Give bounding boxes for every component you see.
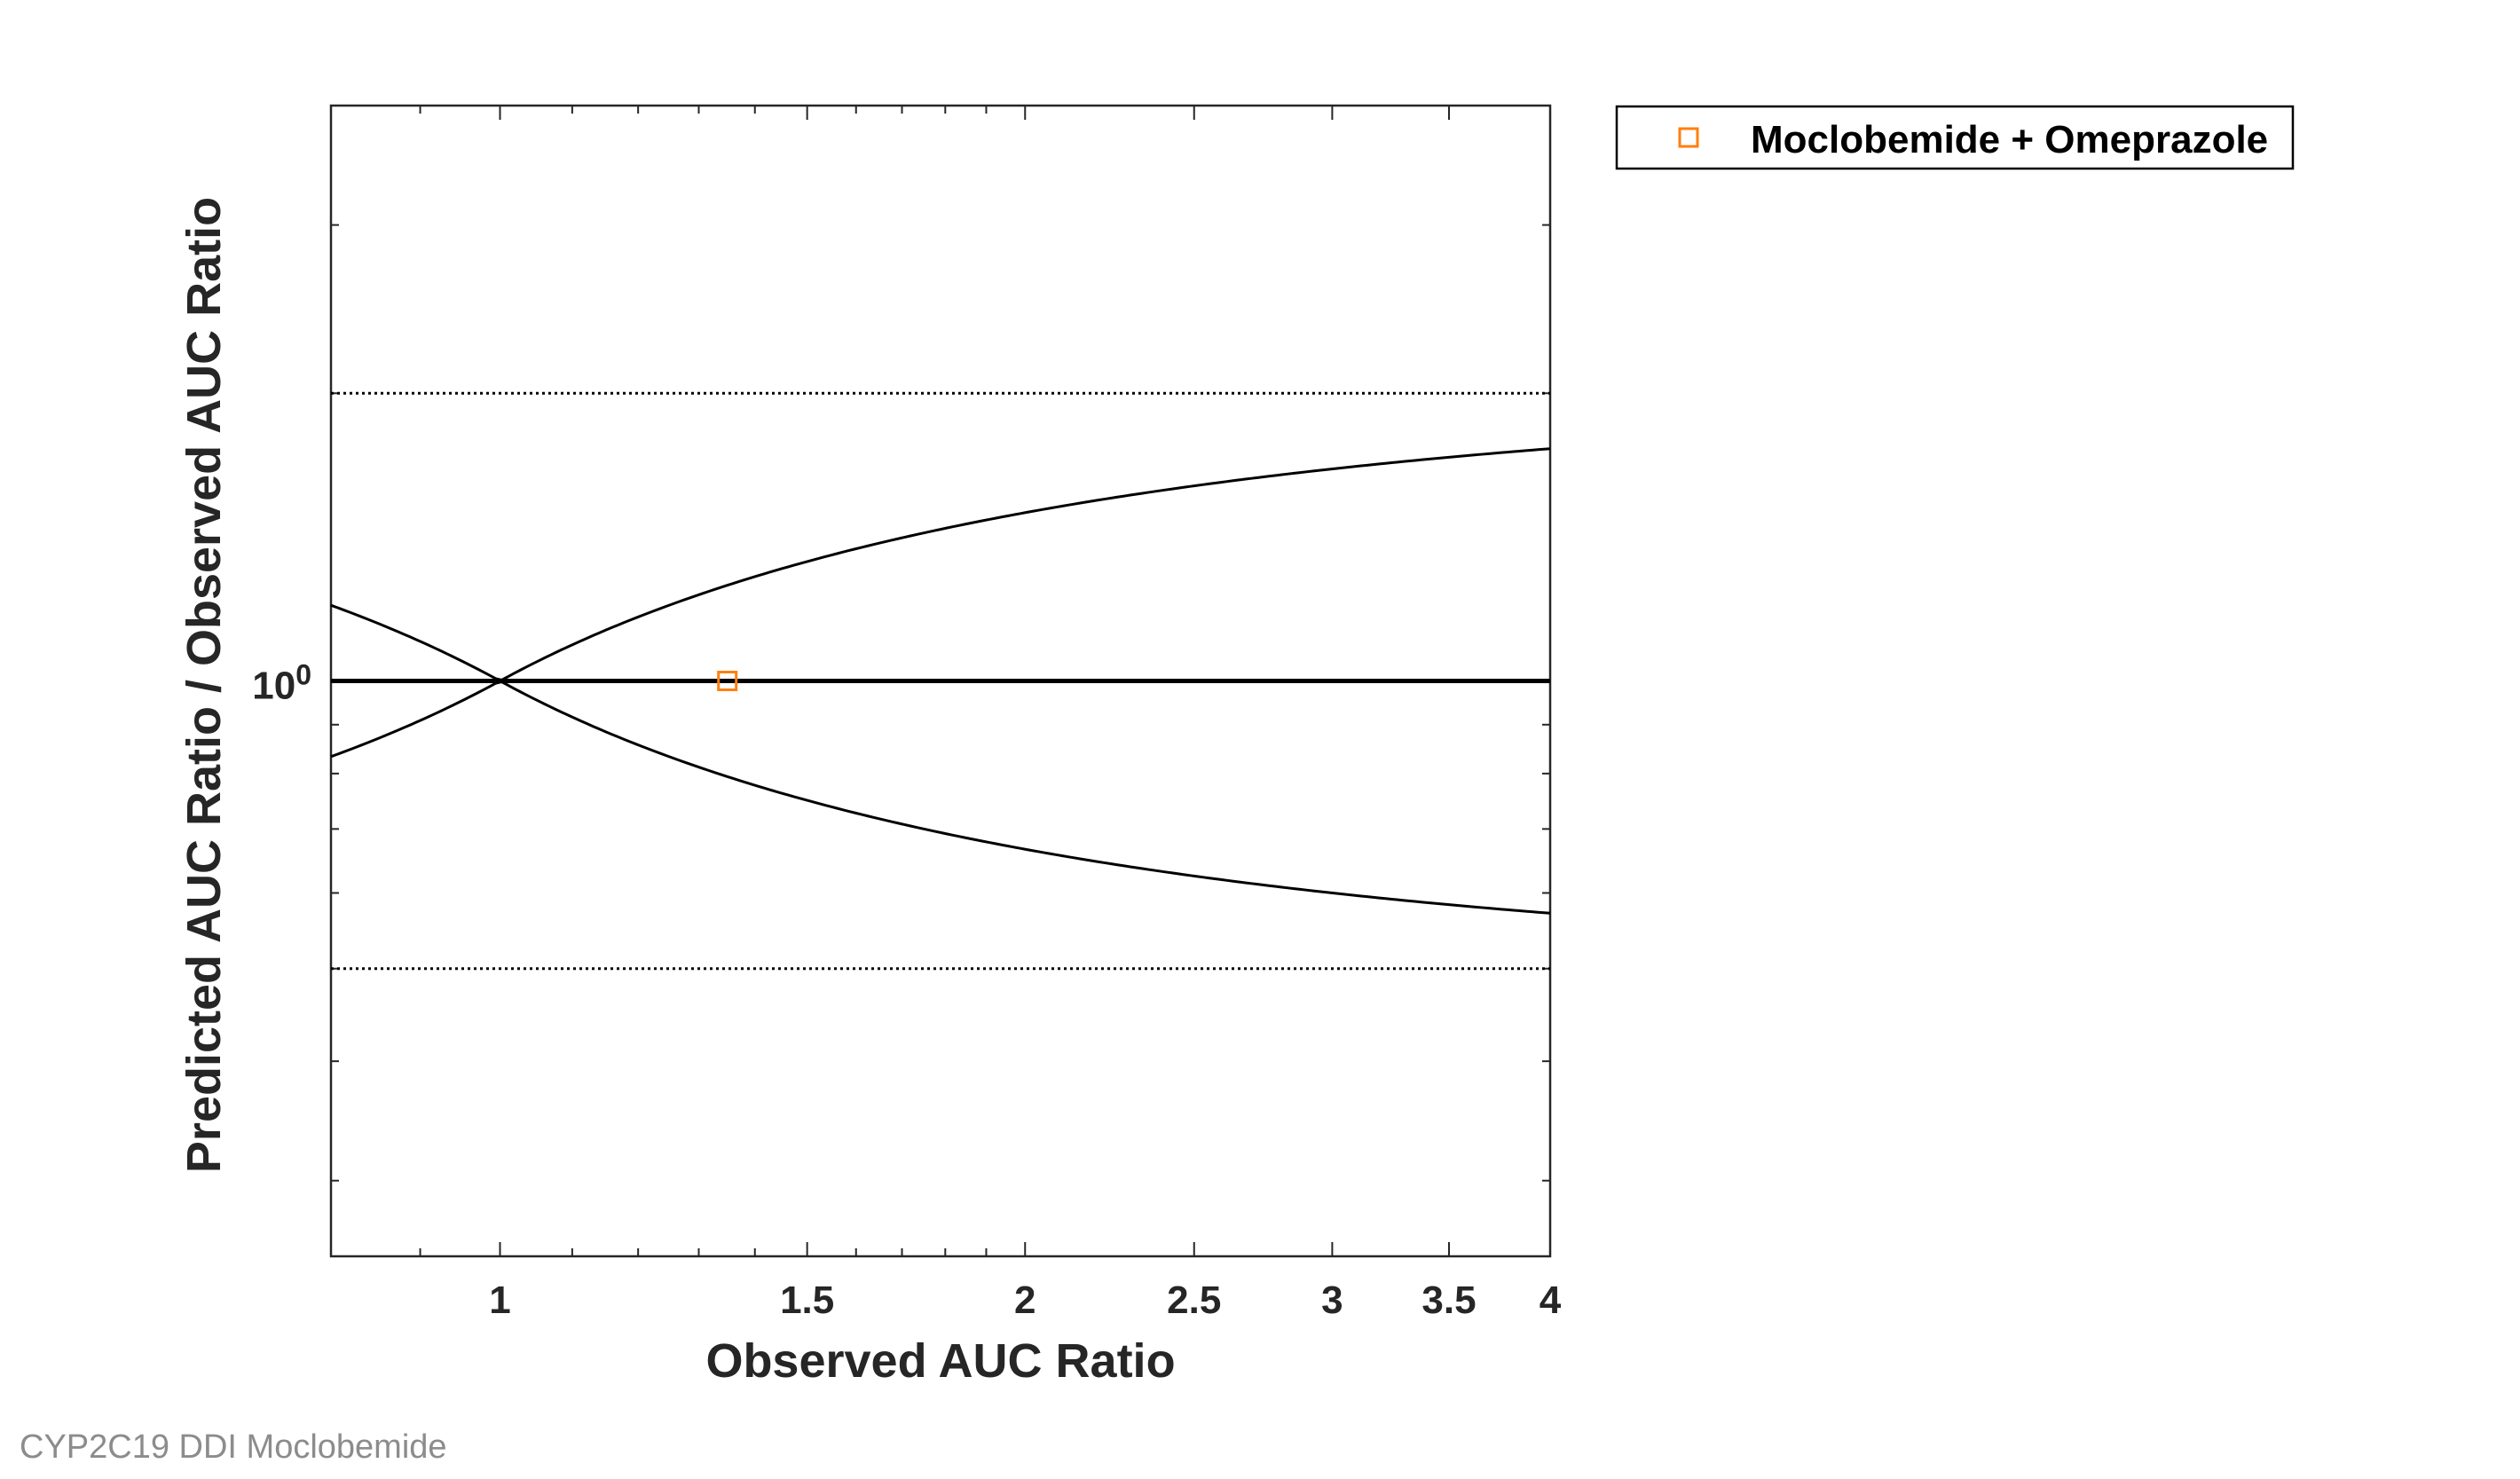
y-axis-label: Predicted AUC Ratio / Observed AUC Ratio <box>177 197 231 1173</box>
x-axis-label: Observed AUC Ratio <box>705 1334 1175 1388</box>
guest-upper-limit-curve <box>330 447 1551 682</box>
data-points <box>717 671 738 691</box>
data-point-square <box>717 671 738 691</box>
x-tick-labels: 1 1.5 2 2.5 3 3.5 4 <box>489 1278 1561 1322</box>
x-tick-label: 2.5 <box>1167 1278 1221 1322</box>
y-tick-labels: 100 <box>252 659 311 708</box>
x-tick-label: 3 <box>1321 1278 1343 1322</box>
axis-ticks <box>330 106 1551 1256</box>
legend-box <box>1615 105 2295 170</box>
legend-entry-label: Moclobemide + Omeprazole <box>1751 118 2268 161</box>
legend-marker-square <box>1678 127 1699 148</box>
x-tick-label: 2 <box>1014 1278 1036 1322</box>
legend: Moclobemide + Omeprazole <box>1615 105 2295 170</box>
guest-lower-limit-curve <box>330 680 1551 915</box>
footer-caption: CYP2C19 DDI Moclobemide <box>20 1428 447 1466</box>
x-tick-label: 1 <box>489 1278 510 1322</box>
x-tick-label: 4 <box>1540 1278 1562 1322</box>
reference-lines <box>330 391 1551 971</box>
y-tick-label: 100 <box>252 659 311 708</box>
x-tick-label: 1.5 <box>780 1278 834 1322</box>
x-tick-label: 3.5 <box>1421 1278 1476 1322</box>
